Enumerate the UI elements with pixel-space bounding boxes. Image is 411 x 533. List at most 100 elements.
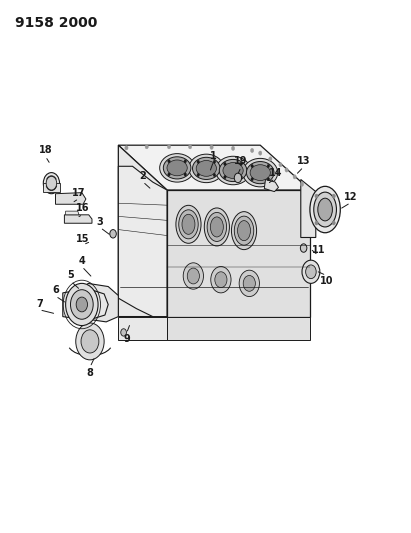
- Circle shape: [167, 144, 171, 149]
- Ellipse shape: [176, 205, 201, 243]
- Circle shape: [213, 160, 216, 164]
- Circle shape: [43, 173, 60, 193]
- Text: 12: 12: [344, 192, 358, 202]
- Text: 18: 18: [39, 146, 52, 156]
- Ellipse shape: [314, 192, 337, 227]
- Ellipse shape: [247, 161, 274, 184]
- Ellipse shape: [192, 157, 220, 180]
- Text: 1: 1: [210, 151, 217, 161]
- Ellipse shape: [310, 187, 340, 233]
- Circle shape: [259, 151, 262, 155]
- Circle shape: [66, 284, 98, 326]
- Circle shape: [168, 173, 170, 176]
- Ellipse shape: [207, 213, 226, 241]
- Circle shape: [211, 266, 231, 293]
- Circle shape: [197, 160, 199, 164]
- Circle shape: [243, 276, 255, 292]
- Ellipse shape: [167, 160, 187, 176]
- Polygon shape: [63, 289, 108, 320]
- Circle shape: [251, 177, 253, 181]
- Text: 2: 2: [139, 171, 146, 181]
- Ellipse shape: [318, 198, 332, 221]
- Polygon shape: [55, 192, 86, 204]
- Circle shape: [315, 221, 318, 225]
- Ellipse shape: [204, 208, 229, 246]
- Ellipse shape: [163, 157, 191, 179]
- Ellipse shape: [223, 163, 243, 179]
- Circle shape: [71, 290, 93, 319]
- Circle shape: [240, 163, 242, 165]
- Ellipse shape: [189, 154, 224, 183]
- Circle shape: [302, 260, 320, 284]
- Polygon shape: [66, 211, 79, 215]
- Polygon shape: [42, 183, 60, 191]
- Ellipse shape: [160, 154, 194, 182]
- Text: 14: 14: [268, 167, 282, 177]
- Circle shape: [197, 173, 199, 176]
- Ellipse shape: [196, 160, 217, 176]
- Circle shape: [184, 160, 187, 163]
- Ellipse shape: [234, 216, 254, 245]
- Text: 5: 5: [67, 270, 74, 280]
- Circle shape: [285, 168, 288, 172]
- Polygon shape: [118, 145, 167, 317]
- Circle shape: [46, 176, 57, 190]
- Circle shape: [279, 163, 282, 167]
- Circle shape: [183, 263, 203, 289]
- Ellipse shape: [243, 158, 278, 187]
- Ellipse shape: [210, 217, 223, 237]
- Text: 19: 19: [234, 156, 248, 166]
- Circle shape: [81, 330, 99, 353]
- Text: 7: 7: [36, 300, 43, 310]
- Text: 15: 15: [76, 234, 90, 244]
- Text: 10: 10: [320, 276, 333, 286]
- Circle shape: [231, 146, 235, 150]
- Polygon shape: [65, 215, 92, 223]
- Circle shape: [168, 160, 170, 163]
- Circle shape: [76, 323, 104, 360]
- Circle shape: [267, 165, 270, 167]
- Circle shape: [234, 173, 242, 183]
- Circle shape: [121, 329, 127, 336]
- Circle shape: [189, 144, 192, 149]
- Polygon shape: [118, 145, 310, 190]
- Ellipse shape: [231, 212, 256, 249]
- Circle shape: [240, 175, 242, 179]
- Text: 6: 6: [52, 285, 59, 295]
- Polygon shape: [167, 190, 310, 317]
- Circle shape: [251, 165, 253, 167]
- Polygon shape: [301, 180, 316, 238]
- Circle shape: [332, 221, 335, 225]
- Circle shape: [224, 175, 226, 179]
- Polygon shape: [264, 180, 279, 191]
- Circle shape: [239, 270, 259, 296]
- Text: 4: 4: [79, 256, 85, 266]
- Text: 13: 13: [297, 156, 310, 166]
- Ellipse shape: [216, 156, 250, 185]
- Circle shape: [125, 146, 128, 150]
- Circle shape: [76, 297, 88, 312]
- Circle shape: [110, 230, 116, 238]
- Polygon shape: [118, 317, 167, 341]
- Circle shape: [267, 177, 270, 181]
- Ellipse shape: [238, 221, 250, 241]
- Ellipse shape: [182, 214, 195, 235]
- Circle shape: [332, 194, 335, 198]
- Circle shape: [315, 194, 318, 198]
- Circle shape: [224, 163, 226, 165]
- Circle shape: [213, 173, 216, 176]
- Polygon shape: [78, 284, 118, 322]
- Circle shape: [145, 144, 148, 149]
- Ellipse shape: [219, 159, 247, 182]
- Circle shape: [210, 145, 213, 149]
- Circle shape: [293, 175, 296, 179]
- Circle shape: [269, 157, 272, 161]
- Polygon shape: [118, 166, 167, 317]
- Text: 8: 8: [86, 368, 93, 378]
- Circle shape: [250, 148, 254, 152]
- Circle shape: [187, 268, 199, 284]
- Circle shape: [306, 265, 316, 279]
- Text: 17: 17: [72, 188, 86, 198]
- Polygon shape: [167, 317, 310, 341]
- Circle shape: [300, 244, 307, 252]
